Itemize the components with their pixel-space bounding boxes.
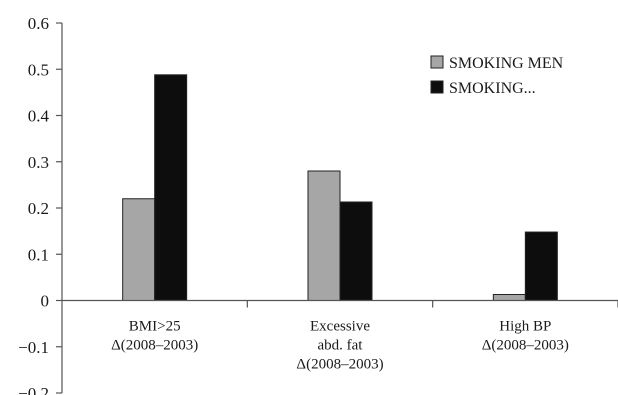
category-label: BMI>25 [129,319,181,335]
y-tick-label: −0.2 [18,384,49,395]
y-axis: 0.6 0.5 0.4 0.3 0.2 0.1 0 −0.1 −0.2 [18,14,63,395]
x-axis [62,299,618,308]
legend: SMOKING MEN SMOKING... [430,55,564,97]
y-tick-label: −0.1 [18,338,49,357]
bar-smoking-men-2 [492,293,526,301]
y-tick-label: 0.5 [28,60,49,79]
y-tick-label: 0 [41,292,50,311]
category-label: abd. fat [318,338,364,354]
y-tick-label: 0.1 [28,245,49,264]
bar-smoking-other-1 [339,201,373,301]
legend-swatch-1 [430,80,444,94]
category-labels: BMI>25 Δ(2008–2003) Excessive abd. fat Δ(200… [111,319,569,373]
category-label: Δ(2008–2003) [111,338,198,354]
legend-label-0: SMOKING MEN [449,55,564,72]
category-label: High BP [499,319,551,335]
category-label: Δ(2008–2003) [296,357,383,373]
category-label: Excessive [310,319,370,335]
bars [122,74,558,301]
legend-swatch-0 [430,55,444,69]
y-tick-label: 0.6 [28,14,49,33]
bar-smoking-other-2 [524,231,558,301]
bar-smoking-other-0 [154,74,188,301]
y-tick-label: 0.3 [28,153,49,172]
y-tick-label: 0.4 [28,107,50,126]
bar-smoking-men-0 [122,198,156,301]
y-tick-label: 0.2 [28,199,49,218]
legend-label-1: SMOKING... [449,80,536,97]
category-label: Δ(2008–2003) [482,338,569,354]
bar-smoking-men-1 [307,170,341,301]
